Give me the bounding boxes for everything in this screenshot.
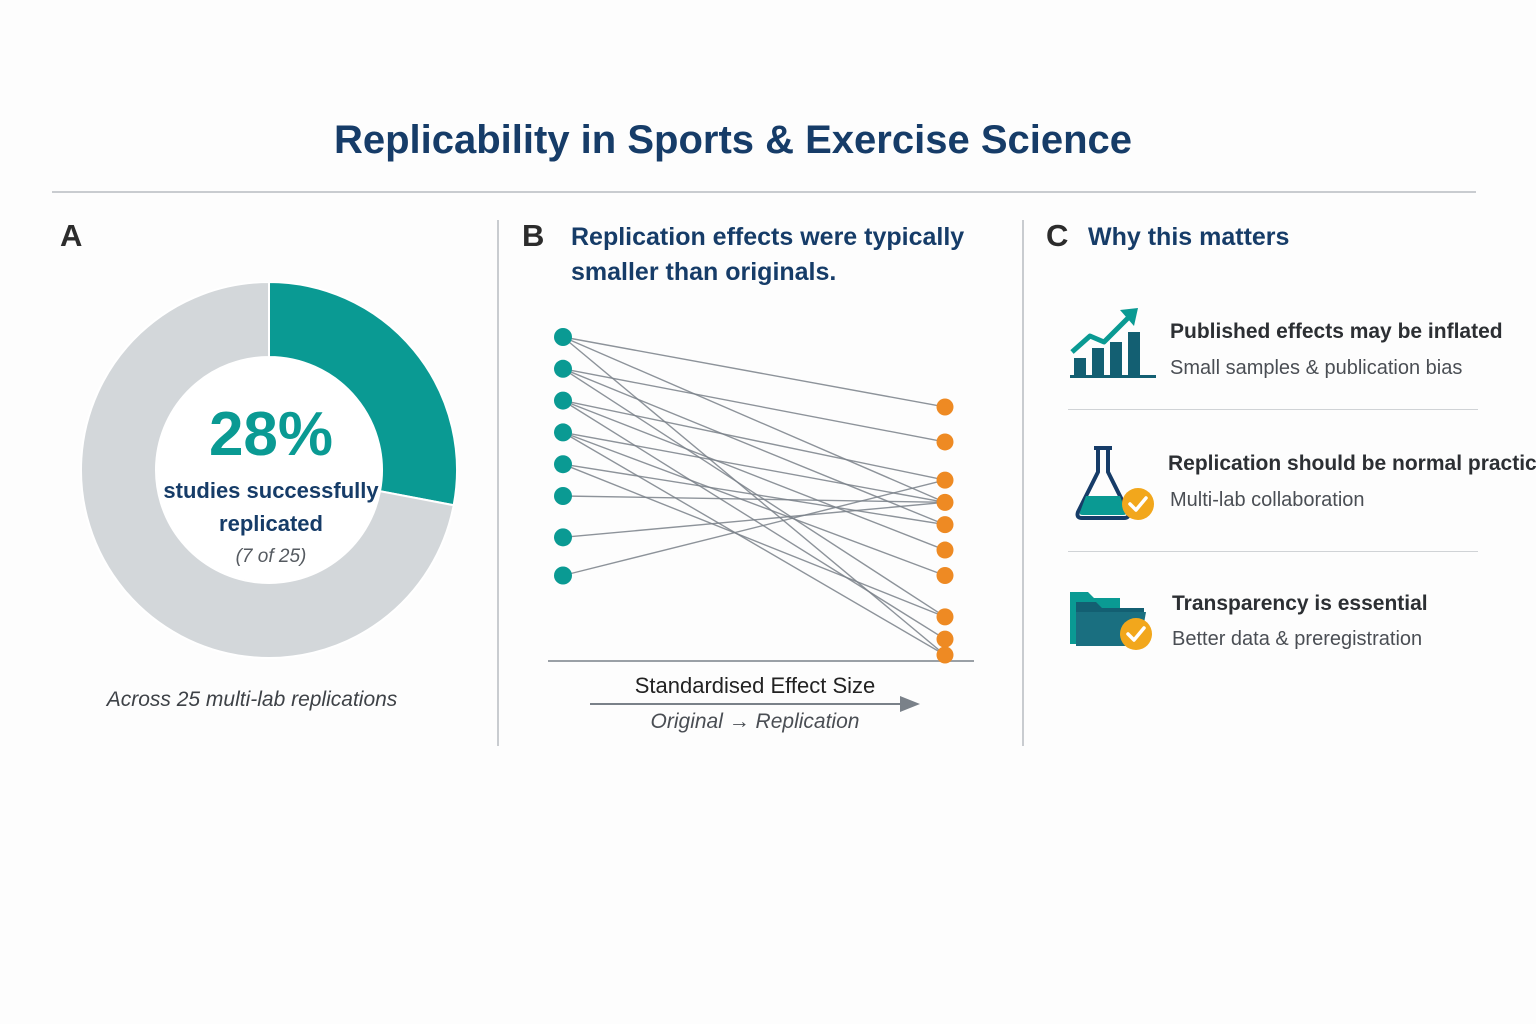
donut-slice-replicated [268, 282, 458, 507]
donut-chart [80, 282, 458, 659]
original-point [554, 487, 572, 505]
original-point [554, 359, 572, 378]
connector-line [562, 495, 946, 504]
original-point [554, 423, 572, 442]
donut-hole [157, 358, 381, 582]
connector-line [562, 336, 946, 504]
reason-separator [1068, 551, 1478, 552]
panel-b-heading: Replication effects were typically small… [571, 223, 965, 286]
connector-line [562, 479, 946, 577]
direction-arrow-head [900, 696, 920, 712]
connector-line [562, 501, 946, 539]
replication-point [936, 646, 954, 664]
connector-line [562, 368, 946, 443]
reason-separator [1068, 409, 1478, 410]
connector-line [562, 431, 946, 656]
replication-point [936, 516, 954, 534]
reason-desc: Small samples & publication bias [1170, 357, 1463, 379]
panel-divider-ab [497, 220, 499, 746]
replication-point [936, 398, 954, 416]
replication-point [936, 567, 954, 584]
connector-line [562, 431, 946, 504]
x-axis-label: Standardised Effect Size [634, 673, 876, 698]
original-point [554, 566, 572, 585]
success-caption: studies successfully replicated [163, 478, 379, 536]
panel-a-letter: A [60, 218, 83, 253]
replication-point [936, 471, 954, 489]
connector-lines [562, 336, 946, 656]
replication-point [936, 608, 954, 626]
page-title: Replicability in Sports & Exercise Scien… [333, 118, 1133, 162]
panel-b-letter: B [522, 218, 545, 253]
reason-desc: Multi-lab collaboration [1170, 489, 1365, 511]
connector-line [562, 463, 946, 618]
reason-desc: Better data & preregistration [1172, 628, 1423, 650]
reason-title: Replication should be normal practice [1168, 452, 1536, 475]
replication-point [936, 630, 954, 648]
success-percent: 28% [208, 400, 334, 469]
connector-line [562, 399, 946, 481]
title-divider [52, 191, 1476, 193]
connector-line [562, 336, 946, 656]
x-axis-sublabel: Original → Replication [650, 710, 860, 733]
slope-chart [548, 328, 974, 712]
replication-point [936, 541, 954, 559]
bar-chart-trend-icon [1070, 308, 1156, 378]
panel-a-footer: Across 25 multi-lab replications [106, 688, 398, 711]
replication-point [936, 493, 954, 511]
success-count: (7 of 25) [235, 546, 307, 567]
connector-line [562, 368, 946, 618]
folder-check-icon [1070, 592, 1152, 650]
reason-title: Transparency is essential [1172, 592, 1428, 615]
reason-title: Published effects may be inflated [1170, 320, 1503, 343]
panel-divider-bc [1022, 220, 1024, 746]
connector-line [562, 336, 946, 408]
donut-slice-not-replicated [80, 282, 455, 659]
original-point [554, 528, 572, 547]
panel-c-letter: C [1046, 218, 1069, 253]
original-point [554, 455, 572, 474]
flask-check-icon [1075, 446, 1154, 520]
panel-c-heading: Why this matters [1088, 223, 1290, 251]
connector-line [562, 368, 946, 526]
donut-center-label: 28% studies successfully replicated (7 o… [156, 400, 386, 568]
connector-line [562, 399, 946, 551]
original-point [554, 328, 572, 346]
connector-line [562, 463, 946, 526]
original-point [554, 391, 572, 410]
replication-point [936, 433, 954, 451]
connector-line [562, 431, 946, 577]
